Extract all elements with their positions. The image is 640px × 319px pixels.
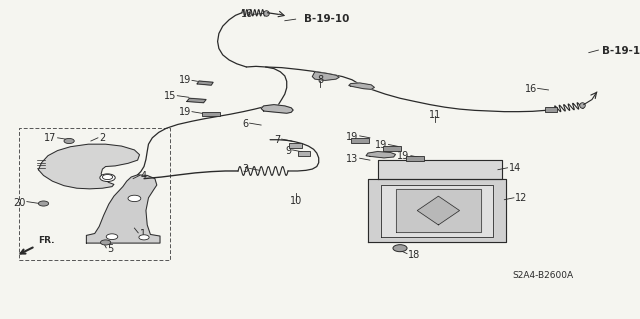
Circle shape xyxy=(64,138,74,144)
Text: 15: 15 xyxy=(164,91,176,101)
Text: 11: 11 xyxy=(429,110,442,121)
Polygon shape xyxy=(366,152,396,158)
Polygon shape xyxy=(368,179,506,242)
Polygon shape xyxy=(38,144,140,189)
Text: 12: 12 xyxy=(515,193,527,204)
Text: 18: 18 xyxy=(408,249,420,260)
Polygon shape xyxy=(86,175,160,243)
Circle shape xyxy=(100,240,111,245)
Polygon shape xyxy=(396,189,481,232)
Text: 13: 13 xyxy=(346,154,358,164)
Text: 3: 3 xyxy=(242,164,248,174)
Text: 7: 7 xyxy=(274,135,280,145)
Text: 19: 19 xyxy=(179,107,191,117)
Text: 10: 10 xyxy=(289,196,302,206)
Text: 16: 16 xyxy=(525,84,538,94)
Polygon shape xyxy=(349,83,374,89)
Bar xyxy=(289,143,302,148)
Polygon shape xyxy=(417,196,460,225)
Bar xyxy=(406,156,424,161)
Bar xyxy=(383,146,401,151)
Bar xyxy=(351,138,369,143)
Text: 8: 8 xyxy=(317,75,323,85)
Circle shape xyxy=(38,201,49,206)
Text: 16: 16 xyxy=(241,9,253,19)
Text: 1: 1 xyxy=(140,228,146,239)
Text: FR.: FR. xyxy=(38,236,55,245)
Polygon shape xyxy=(261,105,293,113)
Circle shape xyxy=(128,195,141,202)
Text: B-19-10: B-19-10 xyxy=(602,46,640,56)
Text: S2A4-B2600A: S2A4-B2600A xyxy=(512,271,573,280)
Text: 4: 4 xyxy=(141,171,147,181)
Text: 19: 19 xyxy=(397,151,410,161)
Polygon shape xyxy=(312,72,339,80)
Polygon shape xyxy=(197,81,213,85)
Circle shape xyxy=(106,234,118,240)
Text: 2: 2 xyxy=(99,133,106,143)
Text: B-19-10: B-19-10 xyxy=(304,14,349,24)
Circle shape xyxy=(139,235,149,240)
Circle shape xyxy=(100,174,115,182)
Circle shape xyxy=(102,174,113,180)
Text: 20: 20 xyxy=(13,197,26,208)
Polygon shape xyxy=(381,185,493,237)
Polygon shape xyxy=(378,160,502,179)
Bar xyxy=(545,107,557,112)
Text: 19: 19 xyxy=(179,75,191,85)
Polygon shape xyxy=(187,98,206,103)
Text: 19: 19 xyxy=(375,140,387,150)
Bar xyxy=(202,112,220,116)
Text: 6: 6 xyxy=(242,119,248,129)
Text: 14: 14 xyxy=(509,163,521,174)
Text: 5: 5 xyxy=(108,244,114,254)
Bar xyxy=(298,151,310,156)
Circle shape xyxy=(393,245,407,252)
Text: 19: 19 xyxy=(346,131,358,142)
Text: 9: 9 xyxy=(285,145,291,156)
Text: 17: 17 xyxy=(44,133,56,143)
